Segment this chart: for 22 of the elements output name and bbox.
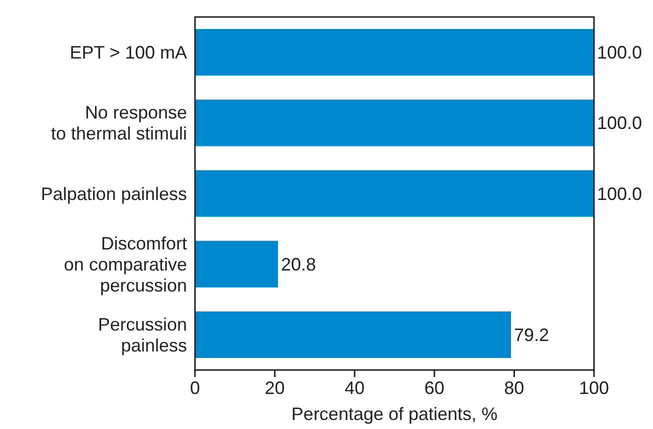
y-tick-label: Discomfort on comparative percussion <box>64 233 187 296</box>
bar <box>195 29 594 76</box>
y-tick-label: No response to thermal stimuli <box>50 102 187 144</box>
bar <box>195 170 594 217</box>
y-tick-label: Percussion painless <box>98 314 187 356</box>
x-tick-label: 100 <box>578 378 610 398</box>
data-label: 20.8 <box>280 254 316 274</box>
bar <box>195 311 512 358</box>
data-label: 100.0 <box>597 113 642 134</box>
data-label: 100.0 <box>597 42 642 63</box>
x-axis-title: Percentage of patients, % <box>291 404 498 424</box>
x-tick-label: 60 <box>424 378 444 398</box>
bar <box>195 240 278 288</box>
data-label: 100.0 <box>597 184 642 204</box>
bar <box>195 100 594 146</box>
x-tick-label: 40 <box>344 378 365 398</box>
x-tick-label: 80 <box>504 378 524 398</box>
y-tick-label: Palpation painless <box>40 184 187 204</box>
x-tick-label: 20 <box>264 378 285 398</box>
y-tick-label: EPT > 100 mA <box>70 42 187 63</box>
data-label: 79.2 <box>514 325 550 345</box>
x-tick-label: 0 <box>190 378 200 398</box>
